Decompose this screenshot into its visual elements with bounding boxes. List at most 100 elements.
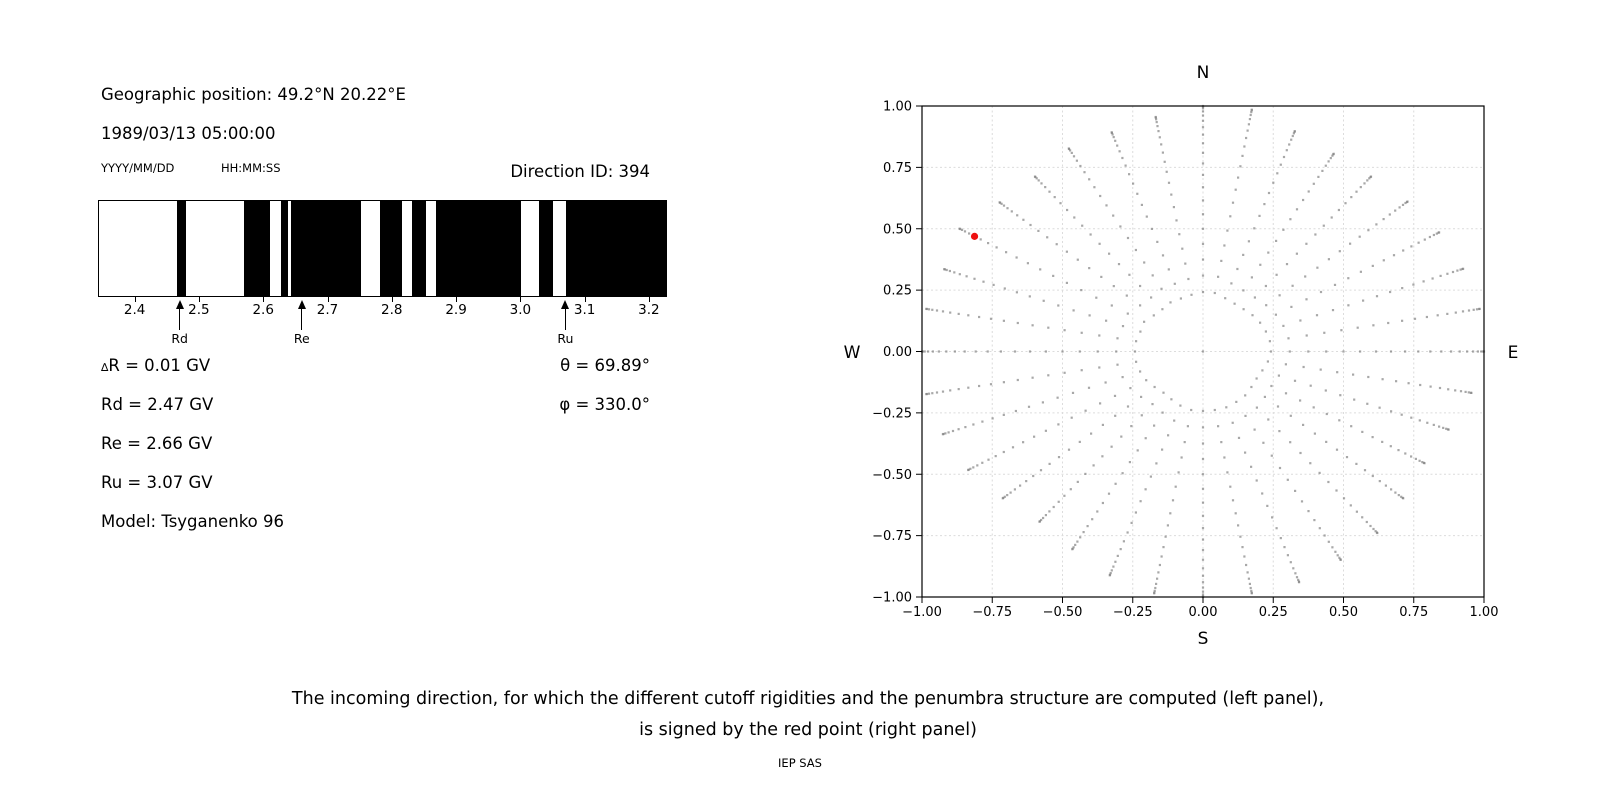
direction-dot (1201, 114, 1205, 117)
direction-dot (964, 426, 967, 429)
direction-dot (1229, 485, 1232, 488)
direction-dot (1304, 275, 1307, 278)
direction-dot (1244, 394, 1247, 397)
direction-dot (1057, 456, 1061, 459)
direction-dot (1467, 309, 1471, 312)
direction-dot (1055, 243, 1058, 246)
direction-dot (935, 309, 939, 312)
direction-dot (1069, 149, 1072, 152)
direction-dot (1083, 171, 1086, 174)
direction-dot (947, 431, 950, 434)
direction-dot (1359, 350, 1362, 353)
direction-dot (960, 228, 964, 231)
direction-dot (1271, 516, 1274, 519)
direction-dot (1028, 350, 1032, 353)
direction-dot (1355, 462, 1358, 465)
direction-dot (1338, 419, 1341, 422)
direction-dot (1143, 320, 1146, 323)
direction-dot (1242, 253, 1245, 256)
direction-dot (941, 310, 945, 313)
rd-text: Rd = 2.47 GV (101, 395, 214, 414)
direction-dot (1121, 325, 1125, 328)
direction-dot (958, 273, 961, 276)
direction-dot (1044, 186, 1047, 189)
direction-dot (1287, 337, 1290, 340)
direction-dot (1151, 403, 1154, 406)
direction-dot (1413, 317, 1417, 320)
direction-dot (1145, 379, 1148, 382)
direction-dot (958, 227, 961, 230)
direction-dot (1325, 440, 1328, 443)
direction-dot (1121, 156, 1124, 160)
direction-dot (949, 389, 952, 392)
direction-dot (1153, 592, 1156, 595)
direction-dot (1440, 350, 1443, 353)
direction-dot (1166, 524, 1169, 527)
direction-dot (1269, 350, 1273, 353)
direction-dot (1417, 241, 1420, 244)
direction-dot (1429, 385, 1432, 388)
axis-tick-label: 1.00 (883, 100, 912, 115)
direction-dot (1139, 304, 1142, 307)
direction-dot (1135, 360, 1138, 363)
direction-dot (1253, 428, 1256, 431)
direction-dot (1369, 175, 1373, 178)
direction-dot (1389, 445, 1392, 448)
axis-tick-label: 2.8 (381, 302, 403, 318)
direction-dot (1266, 360, 1269, 363)
direction-dot (978, 315, 981, 319)
north-label: N (1197, 63, 1210, 83)
direction-dot (1096, 510, 1099, 513)
direction-dot (1086, 525, 1089, 528)
direction-dot (1438, 425, 1441, 428)
direction-dot (927, 350, 930, 353)
direction-dot (1436, 314, 1439, 317)
direction-dot (1387, 321, 1390, 325)
direction-dot (1000, 202, 1003, 205)
direction-dot (1201, 126, 1205, 129)
direction-dot (1291, 284, 1294, 287)
direction-dot (1283, 546, 1286, 549)
direction-dot (1275, 239, 1278, 242)
direction-dot (1201, 593, 1205, 596)
west-label: W (844, 343, 861, 363)
direction-dot (1390, 410, 1393, 413)
direction-dot (1454, 311, 1457, 314)
direction-dot (1201, 586, 1205, 589)
direction-dot (1067, 448, 1071, 451)
direction-dot (1119, 225, 1122, 228)
direction-dot (1450, 350, 1453, 353)
direction-dot (1170, 193, 1173, 196)
axis-tick (134, 297, 136, 302)
direction-dot (1186, 425, 1189, 428)
direction-dot (1419, 383, 1422, 387)
axis-tick-label: 0.00 (883, 345, 912, 360)
direction-dot (1158, 136, 1161, 139)
direction-dot (1201, 213, 1205, 216)
direction-dot (1201, 119, 1205, 122)
axis-tick (648, 297, 650, 302)
direction-dot (1323, 331, 1326, 334)
direction-dot (1139, 370, 1142, 373)
direction-dot (1371, 436, 1374, 439)
south-label: S (1198, 629, 1209, 649)
direction-dot (1307, 190, 1310, 193)
direction-dot (1170, 398, 1173, 401)
red-point (970, 232, 979, 240)
direction-dot (1089, 233, 1092, 236)
direction-dot (1121, 472, 1124, 475)
direction-dot (1288, 143, 1291, 146)
direction-dot (1139, 500, 1142, 503)
direction-dot (1126, 312, 1129, 315)
direction-dot (931, 308, 934, 311)
axis-tick-label: 2.9 (445, 302, 467, 318)
direction-dot (1013, 488, 1016, 491)
direction-dot (1153, 385, 1156, 389)
direction-dot (1223, 456, 1226, 459)
direction-dot (1140, 395, 1143, 398)
axis-tick-label: 2.4 (123, 302, 146, 318)
direction-dot (963, 230, 967, 233)
direction-dot (1302, 365, 1305, 369)
direction-dot (1327, 540, 1330, 543)
direction-dot (1088, 178, 1091, 181)
